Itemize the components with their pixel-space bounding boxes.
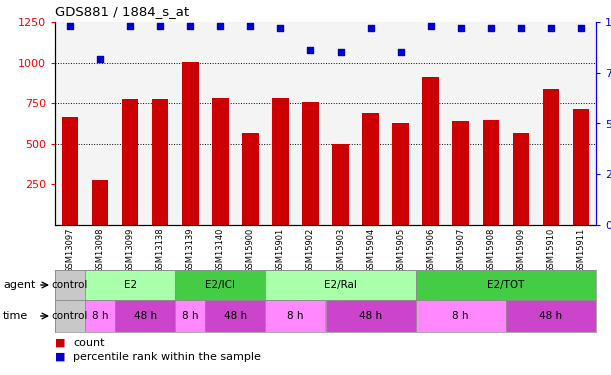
Point [366,25,376,31]
Bar [362,113,379,225]
Bar [265,300,326,332]
Text: ■: ■ [55,338,65,348]
Bar [415,270,596,300]
Text: GDS881 / 1884_s_at: GDS881 / 1884_s_at [55,5,189,18]
Text: 48 h: 48 h [224,311,247,321]
Point [486,25,496,31]
Bar [55,270,85,300]
Bar [392,123,409,225]
Bar [483,120,499,225]
Point [306,47,315,53]
Bar [543,89,559,225]
Point [396,50,406,55]
Bar [205,300,265,332]
Point [125,23,135,29]
Point [276,25,285,31]
Point [516,25,525,31]
Bar [506,300,596,332]
Text: 8 h: 8 h [182,311,199,321]
Text: control: control [52,311,88,321]
Text: control: control [52,280,88,290]
Point [155,23,165,29]
Bar [175,270,265,300]
Text: 48 h: 48 h [134,311,157,321]
Bar [85,300,115,332]
Text: 48 h: 48 h [359,311,382,321]
Bar [453,121,469,225]
Bar [302,102,319,225]
Text: E2/ICI: E2/ICI [205,280,235,290]
Bar [272,98,288,225]
Text: ■: ■ [55,352,65,362]
Bar [242,133,258,225]
Bar [152,99,169,225]
Point [65,23,75,29]
Point [576,25,586,31]
Bar [513,133,529,225]
Text: E2/Ral: E2/Ral [324,280,357,290]
Text: 8 h: 8 h [92,311,108,321]
Bar [55,300,85,332]
Point [216,23,225,29]
Point [546,25,556,31]
Bar [85,270,175,300]
Text: count: count [73,338,105,348]
Point [185,23,195,29]
Point [95,56,105,62]
Bar [212,98,229,225]
Bar [326,300,415,332]
Bar [122,99,139,225]
Text: time: time [3,311,28,321]
Bar [182,62,199,225]
Bar [115,300,175,332]
Bar [265,270,415,300]
Point [426,23,436,29]
Bar [62,117,78,225]
Text: 8 h: 8 h [453,311,469,321]
Bar [573,109,589,225]
Text: 8 h: 8 h [287,311,304,321]
Text: agent: agent [3,280,35,290]
Text: 48 h: 48 h [540,311,563,321]
Point [246,23,255,29]
Point [335,50,345,55]
Bar [332,144,349,225]
Point [456,25,466,31]
Text: percentile rank within the sample: percentile rank within the sample [73,352,262,362]
Text: E2: E2 [123,280,137,290]
Bar [415,300,506,332]
Bar [422,77,439,225]
Text: E2/TOT: E2/TOT [487,280,524,290]
Bar [92,180,108,225]
Bar [175,300,205,332]
